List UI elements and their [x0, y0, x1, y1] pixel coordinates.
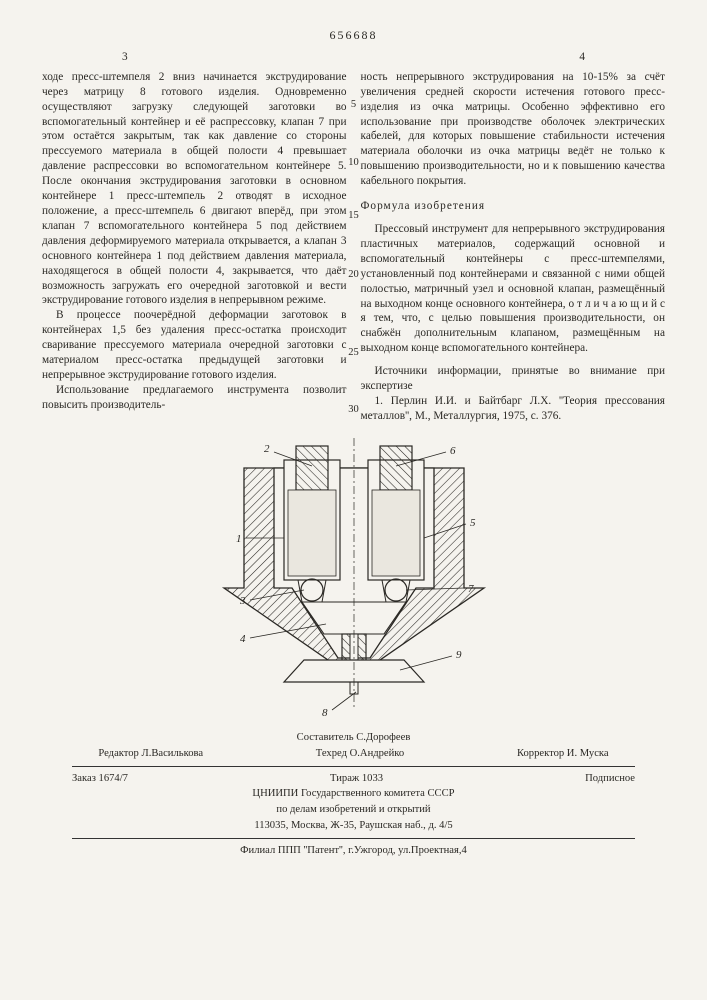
- body-columns: ходе пресс-штемпеля 2 вниз начинается эк…: [42, 70, 665, 424]
- figure-label: 7: [468, 583, 474, 595]
- divider: [72, 766, 635, 767]
- subscription-label: Подписное: [585, 771, 635, 787]
- editor-credit: Редактор Л.Василькова: [98, 746, 203, 762]
- figure-label: 4: [240, 633, 246, 645]
- address-line: 113035, Москва, Ж-35, Раушская наб., д. …: [42, 818, 665, 834]
- body-paragraph: ходе пресс-штемпеля 2 вниз начинается эк…: [42, 70, 347, 309]
- address-line: Филиал ППП ''Патент'', г.Ужгород, ул.Про…: [42, 843, 665, 859]
- figure-label: 8: [322, 707, 328, 718]
- body-paragraph: 1. Перлин И.И. и Байтбарг Л.Х. ''Теория …: [361, 394, 666, 424]
- tech-credit: Техред О.Андрейко: [316, 746, 404, 762]
- figure-label: 5: [470, 517, 476, 529]
- figure-label: 6: [450, 445, 456, 457]
- print-run: Тираж 1033: [330, 771, 383, 787]
- sources-heading: Источники информации, принятые во вниман…: [361, 364, 666, 394]
- page-number-right: 4: [579, 50, 585, 65]
- page-number-left: 3: [122, 50, 128, 65]
- imprint-footer: Составитель С.Дорофеев Редактор Л.Василь…: [42, 730, 665, 859]
- figure-label: 1: [236, 533, 242, 545]
- formula-heading: Формула изобретения: [361, 199, 666, 214]
- right-column: ность непрерывного экструдирования на 10…: [361, 70, 666, 424]
- patent-number: 656688: [42, 28, 665, 44]
- body-paragraph: Использование предлагаемого инструмента …: [42, 383, 347, 413]
- compiler-line: Составитель С.Дорофеев: [42, 730, 665, 746]
- figure-label: 9: [456, 649, 462, 661]
- corrector-credit: Корректор И. Муска: [517, 746, 609, 762]
- org-line: ЦНИИПИ Государственного комитета СССР: [42, 786, 665, 802]
- patent-figure: 1 2 3 4 5 6 7 8 9: [184, 438, 524, 718]
- page-numbers: 3 4: [42, 50, 665, 64]
- figure-label: 3: [239, 595, 246, 607]
- left-column: ходе пресс-штемпеля 2 вниз начинается эк…: [42, 70, 347, 424]
- divider: [72, 838, 635, 839]
- body-paragraph: Прессовый инструмент для непрерывного эк…: [361, 222, 666, 356]
- org-line: по делам изобретений и открытий: [42, 802, 665, 818]
- figure-label: 2: [264, 443, 270, 455]
- body-paragraph: ность непрерывного экструдирования на 10…: [361, 70, 666, 189]
- order-number: Заказ 1674/7: [72, 771, 128, 787]
- body-paragraph: В процессе поочерёдной деформации загото…: [42, 308, 347, 383]
